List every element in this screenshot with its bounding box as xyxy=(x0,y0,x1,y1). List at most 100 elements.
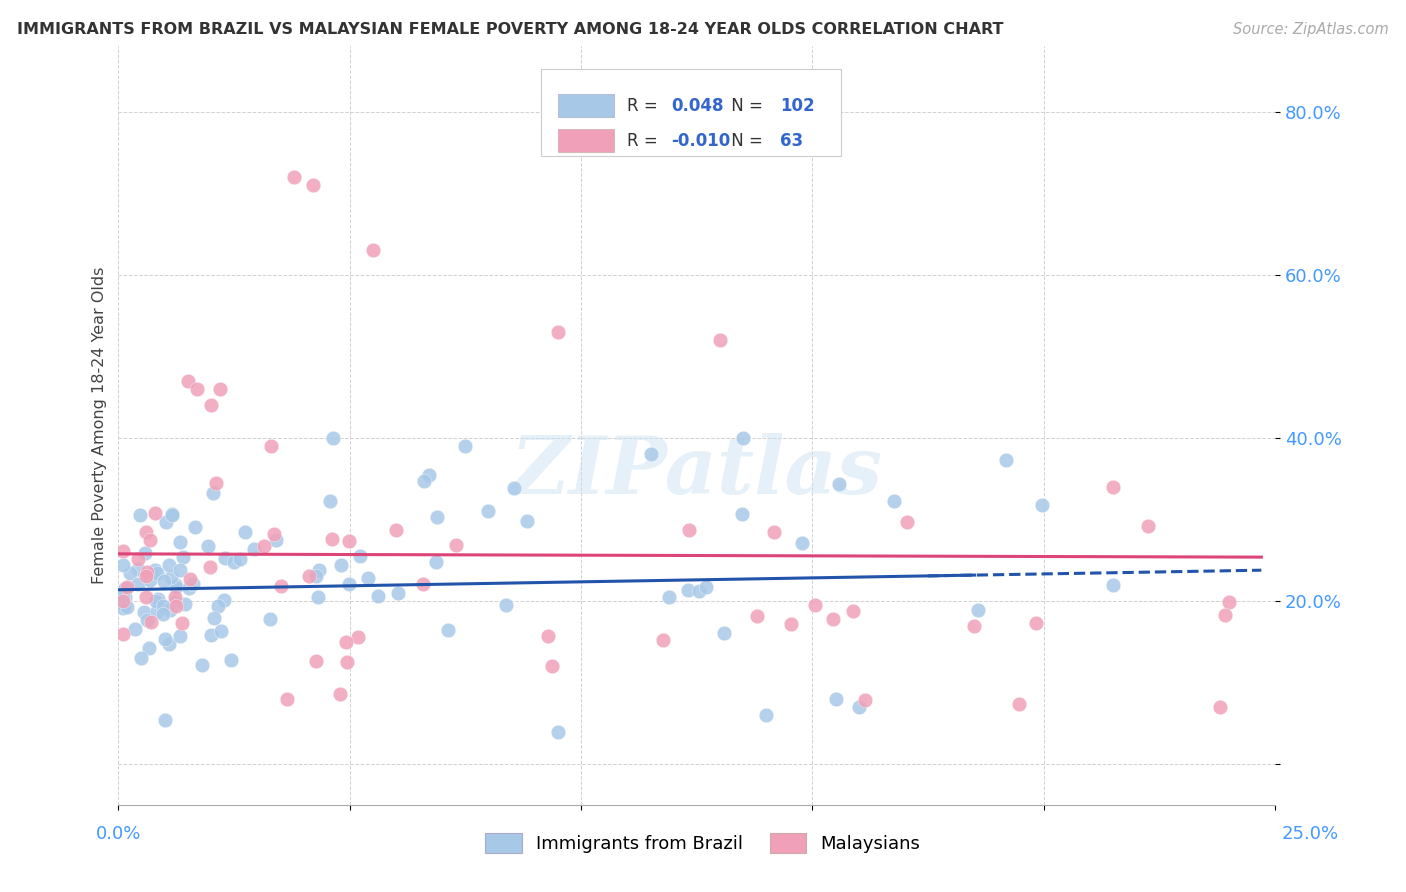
Point xyxy=(755,708,778,723)
Point xyxy=(115,599,138,614)
Point xyxy=(733,431,755,445)
Point xyxy=(200,398,222,412)
Point xyxy=(361,244,384,258)
Point xyxy=(134,546,156,560)
Point xyxy=(153,713,176,727)
Point xyxy=(214,592,236,607)
Point xyxy=(148,591,170,606)
Point xyxy=(184,519,207,533)
FancyBboxPatch shape xyxy=(558,129,613,152)
Point xyxy=(138,533,160,548)
Point xyxy=(145,594,167,608)
Point xyxy=(202,485,225,500)
Point xyxy=(179,581,201,595)
Point xyxy=(260,439,283,453)
Point xyxy=(454,439,477,453)
Point xyxy=(165,599,187,614)
Point xyxy=(425,556,447,570)
Point xyxy=(160,570,183,584)
Point xyxy=(321,532,343,546)
Point xyxy=(114,581,136,595)
Text: R =: R = xyxy=(627,131,664,150)
Text: N =: N = xyxy=(725,96,768,115)
Point xyxy=(495,599,517,613)
Point xyxy=(367,589,389,603)
Point xyxy=(444,538,467,552)
Text: 102: 102 xyxy=(780,96,814,115)
Point xyxy=(413,474,436,488)
Point xyxy=(157,637,180,651)
Point xyxy=(112,597,135,611)
Point xyxy=(883,493,905,508)
Point xyxy=(165,578,187,592)
Point xyxy=(967,603,990,617)
Point xyxy=(347,630,370,644)
Point xyxy=(169,563,191,577)
Point xyxy=(1218,595,1240,609)
Point xyxy=(994,453,1017,467)
Point xyxy=(709,333,731,347)
Text: 0.048: 0.048 xyxy=(672,96,724,115)
Text: ZIPatlas: ZIPatlas xyxy=(510,433,883,510)
Point xyxy=(790,536,813,550)
Point xyxy=(1025,616,1047,631)
Point xyxy=(135,613,157,627)
Point xyxy=(688,583,710,598)
Point xyxy=(179,572,201,586)
Point xyxy=(169,534,191,549)
Point xyxy=(263,527,285,541)
Legend: Immigrants from Brazil, Malaysians: Immigrants from Brazil, Malaysians xyxy=(478,825,928,861)
Point xyxy=(276,691,298,706)
Point xyxy=(243,542,266,557)
Point xyxy=(896,515,918,529)
Point xyxy=(143,506,166,520)
Point xyxy=(841,604,863,618)
Point xyxy=(763,525,786,540)
Point xyxy=(547,325,569,339)
Point xyxy=(191,657,214,672)
Point xyxy=(134,606,156,620)
Point xyxy=(823,612,845,626)
Point xyxy=(252,539,274,553)
Point xyxy=(329,687,352,701)
Point xyxy=(160,508,183,522)
Point xyxy=(139,615,162,630)
Point xyxy=(307,590,329,604)
Point xyxy=(202,611,225,625)
Point xyxy=(853,692,876,706)
Point xyxy=(804,598,827,612)
Point xyxy=(1102,578,1125,592)
Point xyxy=(337,577,360,591)
Point xyxy=(233,524,256,539)
Point xyxy=(322,431,344,445)
Point xyxy=(162,507,184,521)
Point xyxy=(170,616,193,631)
Point xyxy=(713,626,735,640)
Point xyxy=(1031,498,1053,512)
Point xyxy=(335,635,357,649)
Point xyxy=(537,629,560,643)
Text: N =: N = xyxy=(725,131,768,150)
Point xyxy=(1136,518,1159,533)
Point xyxy=(305,654,328,668)
Point xyxy=(437,623,460,637)
Point xyxy=(129,651,152,665)
Point xyxy=(209,382,232,396)
Point xyxy=(658,590,681,604)
Point xyxy=(963,618,986,632)
Point xyxy=(112,601,135,615)
Point xyxy=(120,566,142,580)
Text: -0.010: -0.010 xyxy=(672,131,731,150)
Point xyxy=(112,594,135,608)
Point xyxy=(385,523,408,537)
Point xyxy=(298,569,321,583)
Point xyxy=(319,493,342,508)
Point xyxy=(678,524,700,538)
Point xyxy=(652,632,675,647)
Point xyxy=(1208,700,1230,714)
Point xyxy=(138,640,160,655)
Point xyxy=(780,616,803,631)
Point xyxy=(112,544,135,558)
Point xyxy=(165,580,187,594)
Point xyxy=(695,580,717,594)
